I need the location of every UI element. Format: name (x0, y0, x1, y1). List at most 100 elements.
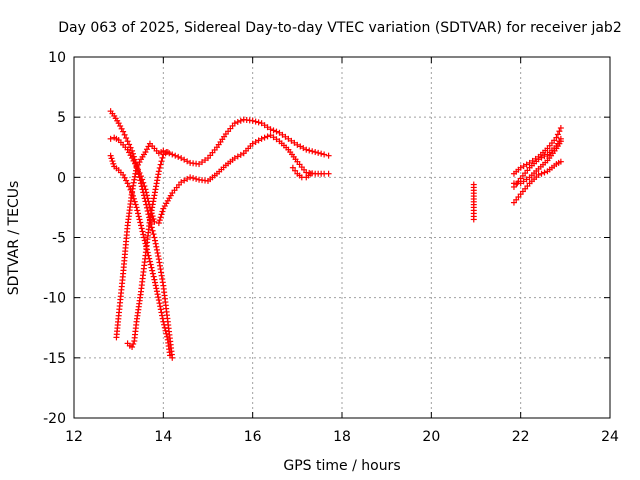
data-point (136, 216, 143, 223)
data-point (292, 167, 299, 174)
data-point (151, 218, 158, 225)
data-point (161, 321, 168, 328)
data-point (155, 220, 162, 227)
data-point (148, 264, 155, 271)
data-point (153, 246, 160, 253)
data-point (175, 153, 182, 160)
data-point (138, 225, 145, 232)
data-point (158, 158, 165, 165)
data-point (167, 352, 174, 359)
data-point (557, 158, 564, 165)
y-tick-label: -20 (43, 411, 66, 427)
data-point (126, 141, 133, 148)
y-tick-label: -15 (43, 351, 66, 367)
y-axis-label: SDTVAR / TECUs (6, 181, 22, 296)
data-point (159, 154, 166, 161)
data-point (150, 231, 157, 238)
series-arc-k (510, 138, 564, 187)
chart-title: Day 063 of 2025, Sidereal Day-to-day VTE… (58, 20, 621, 36)
data-point (318, 150, 325, 157)
data-point (140, 234, 147, 241)
data-point (162, 327, 169, 334)
data-point (126, 183, 133, 190)
data-point (255, 119, 262, 126)
data-point (538, 170, 545, 177)
data-point (264, 133, 271, 140)
series-arc-c (113, 116, 332, 341)
data-point (147, 261, 154, 268)
data-point (231, 120, 238, 127)
data-point (143, 189, 150, 196)
data-point (159, 312, 166, 319)
data-point (134, 207, 141, 214)
data-point (109, 158, 116, 165)
data-point (312, 149, 319, 156)
series-arc-d (107, 132, 332, 227)
data-point (133, 163, 140, 170)
data-point (159, 315, 166, 322)
data-point (556, 128, 563, 135)
data-point (138, 222, 144, 229)
data-point (158, 309, 165, 316)
data-point (146, 258, 153, 265)
data-point (110, 160, 117, 167)
axis-ticks: 12 14 16 18 20 22 24 10 5 0 -5 -10 -15 -20 (43, 50, 619, 445)
data-point (140, 231, 147, 238)
data-point (139, 228, 146, 235)
data-point (535, 171, 542, 178)
data-point (144, 208, 151, 215)
data-point (309, 148, 316, 155)
data-point (325, 152, 332, 159)
data-point (142, 186, 149, 193)
data-point (157, 214, 164, 221)
x-tick-label: 12 (65, 429, 83, 445)
y-tick-label: 0 (57, 170, 66, 186)
data-point (121, 131, 128, 138)
data-point (237, 117, 244, 124)
data-point (470, 216, 477, 223)
data-point (158, 211, 165, 218)
data-point (307, 170, 314, 177)
data-point (124, 180, 131, 187)
data-point (557, 124, 564, 131)
data-point (155, 253, 162, 260)
data-point (159, 208, 166, 215)
data-point (258, 135, 265, 142)
series-arc-j (510, 124, 564, 177)
series-arc-h (510, 158, 564, 206)
data-point (152, 279, 159, 286)
x-tick-label: 20 (422, 429, 440, 445)
data-point (140, 179, 147, 186)
data-point (138, 173, 144, 180)
data-point (541, 169, 548, 176)
data-point (139, 176, 146, 183)
data-point (157, 161, 164, 168)
data-point (289, 164, 296, 171)
data-point (131, 198, 138, 205)
data-point (164, 333, 171, 340)
data-point (234, 118, 241, 125)
data-point (155, 168, 162, 175)
data-point (325, 170, 332, 177)
x-tick-label: 24 (601, 429, 619, 445)
y-tick-label: -10 (43, 291, 66, 307)
data-point (169, 151, 176, 158)
y-tick-label: -5 (52, 231, 66, 247)
data-point (273, 128, 280, 135)
data-point (249, 117, 256, 124)
y-tick-label: 10 (48, 50, 66, 66)
data-point (557, 138, 564, 145)
data-point (118, 125, 125, 132)
data-point (155, 297, 162, 304)
data-point (143, 192, 150, 199)
data-point (157, 306, 164, 313)
data-point (137, 219, 144, 226)
data-point (156, 217, 163, 224)
series-arc-e (124, 149, 171, 351)
data-point (172, 152, 179, 159)
data-point (149, 227, 156, 234)
data-point (156, 164, 163, 171)
data-point (151, 234, 158, 241)
data-point (136, 169, 143, 176)
data-point (306, 147, 313, 154)
